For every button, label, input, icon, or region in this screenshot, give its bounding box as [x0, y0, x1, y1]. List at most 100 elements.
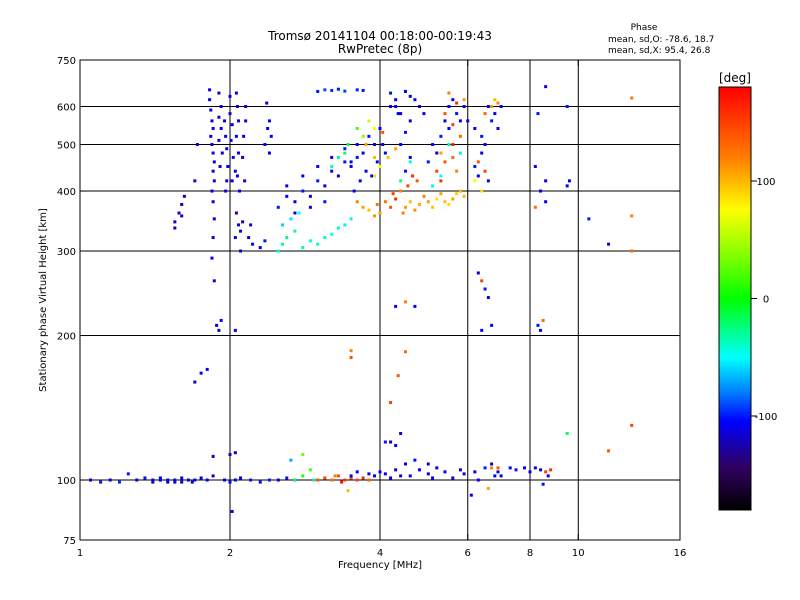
echo-point	[211, 236, 215, 240]
echo-point	[462, 105, 466, 109]
echo-point	[343, 89, 347, 93]
echo-point	[228, 112, 232, 116]
echo-point	[367, 478, 371, 482]
echo-point	[151, 480, 155, 484]
echo-point	[323, 88, 327, 92]
echo-point	[349, 160, 353, 164]
echo-point	[476, 160, 480, 164]
echo-point	[355, 478, 359, 482]
echo-point	[263, 239, 267, 243]
echo-point	[349, 474, 353, 478]
x-tick-label: 1	[77, 548, 83, 559]
stats-line-x: mean, sd,X: 95.4, 26.8	[608, 46, 711, 56]
echo-point	[219, 126, 223, 130]
echo-point	[135, 478, 139, 482]
echo-point	[355, 200, 359, 204]
echo-point	[373, 474, 377, 478]
echo-point	[486, 179, 490, 183]
echo-point	[233, 169, 237, 173]
echo-point	[373, 126, 377, 130]
echo-point	[493, 474, 497, 478]
echo-point	[422, 194, 426, 198]
echo-point	[208, 98, 212, 102]
echo-point	[490, 119, 494, 123]
echo-point	[455, 192, 459, 196]
echo-point	[205, 478, 209, 482]
echo-point	[422, 112, 426, 116]
echo-point	[394, 147, 398, 151]
x-axis-ticks: 1 2 4 6 8 10 16	[77, 60, 686, 559]
echo-point	[499, 474, 503, 478]
echo-point	[355, 470, 359, 474]
echo-point	[215, 323, 219, 327]
echo-point	[389, 105, 393, 109]
echo-point	[466, 119, 470, 123]
echo-point	[389, 401, 393, 405]
echo-point	[316, 164, 320, 168]
x-tick-label: 6	[465, 548, 471, 559]
stats-line-o: mean, sd,O: -78.6, 18.7	[608, 35, 714, 45]
echo-point	[242, 134, 246, 138]
echo-point	[462, 472, 466, 476]
echo-point	[413, 304, 417, 308]
echo-point	[451, 155, 455, 159]
echo-point	[293, 200, 297, 204]
echo-point	[205, 367, 209, 371]
x-tick-label: 10	[572, 548, 585, 559]
echo-point	[403, 89, 407, 93]
echo-point	[378, 126, 382, 130]
echo-point	[435, 466, 439, 470]
echo-point	[199, 476, 203, 480]
echo-point	[349, 476, 353, 480]
echo-point	[367, 472, 371, 476]
echo-point	[447, 105, 451, 109]
echo-point	[330, 478, 334, 482]
echo-point	[473, 164, 477, 168]
echo-point	[383, 151, 387, 155]
echo-point	[565, 184, 569, 188]
echo-point	[544, 470, 548, 474]
echo-point	[211, 169, 215, 173]
echo-point	[301, 453, 305, 457]
echo-point	[210, 119, 214, 123]
echo-point	[289, 217, 293, 221]
echo-point	[451, 123, 455, 127]
echo-point	[435, 169, 439, 173]
echo-point	[285, 184, 289, 188]
echo-point	[235, 105, 239, 109]
echo-point	[630, 214, 634, 218]
echo-point	[224, 189, 228, 193]
echo-point	[630, 423, 634, 427]
echo-point	[396, 374, 400, 378]
echo-point	[212, 179, 216, 183]
echo-point	[490, 105, 494, 109]
echo-point	[230, 179, 234, 183]
echo-point	[361, 151, 365, 155]
echo-point	[211, 126, 215, 130]
echo-point	[361, 205, 365, 209]
echo-point	[443, 160, 447, 164]
echo-point	[301, 174, 305, 178]
echo-point	[301, 189, 305, 193]
echo-point	[483, 466, 487, 470]
echo-point	[336, 87, 340, 91]
y-tick-label: 600	[57, 103, 76, 114]
echo-point	[462, 98, 466, 102]
echo-point	[439, 192, 443, 196]
echo-point	[607, 242, 611, 246]
echo-point	[190, 480, 194, 484]
echo-point	[394, 105, 398, 109]
echo-point	[336, 226, 340, 230]
echo-point	[394, 98, 398, 102]
echo-point	[499, 105, 503, 109]
echo-point	[346, 143, 350, 147]
echo-point	[193, 179, 197, 183]
echo-point	[330, 232, 334, 236]
echo-point	[323, 236, 327, 240]
echo-point	[195, 143, 199, 147]
echo-point	[226, 164, 230, 168]
echo-point	[217, 115, 221, 119]
echo-point	[443, 119, 447, 123]
echo-point	[233, 328, 237, 332]
